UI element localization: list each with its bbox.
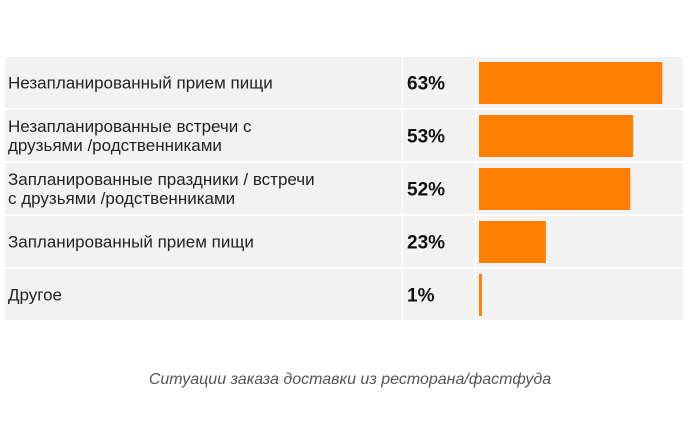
bar bbox=[479, 274, 482, 316]
category-label: Другое bbox=[8, 286, 62, 305]
bar-chart: Незапланированный прием пищи 63% Незаплани… bbox=[5, 57, 683, 320]
row-label-cell bbox=[5, 110, 402, 161]
bar bbox=[479, 115, 634, 157]
row-value-cell bbox=[403, 163, 475, 214]
value-label: 1% bbox=[407, 286, 435, 307]
category-label: Запланированный прием пищи bbox=[8, 233, 254, 252]
row-value-cell bbox=[403, 110, 475, 161]
category-label: с друзьями /родственниками bbox=[8, 189, 235, 208]
bar bbox=[479, 168, 631, 210]
value-label: 63% bbox=[407, 74, 445, 95]
category-label: Незапланированный прием пищи bbox=[8, 74, 273, 93]
chart-caption: Ситуации заказа доставки из ресторана/фа… bbox=[148, 371, 552, 388]
row-value-cell bbox=[403, 269, 475, 320]
category-label: Незапланированные встречи с bbox=[8, 117, 252, 136]
row-label-cell bbox=[5, 163, 402, 214]
category-label: Запланированные праздники / встречи bbox=[8, 170, 315, 189]
row-label-cell bbox=[5, 269, 402, 320]
value-label: 23% bbox=[407, 233, 445, 254]
row-bar-cell bbox=[476, 269, 683, 320]
category-label: друзьями /родственниками bbox=[8, 136, 222, 155]
bar bbox=[479, 221, 546, 263]
row-value-cell bbox=[403, 57, 475, 108]
value-label: 53% bbox=[407, 127, 445, 148]
row-label-cell bbox=[5, 57, 402, 108]
value-label: 52% bbox=[407, 180, 445, 201]
bar bbox=[479, 62, 663, 104]
row-label-cell bbox=[5, 216, 402, 267]
row-value-cell bbox=[403, 216, 475, 267]
